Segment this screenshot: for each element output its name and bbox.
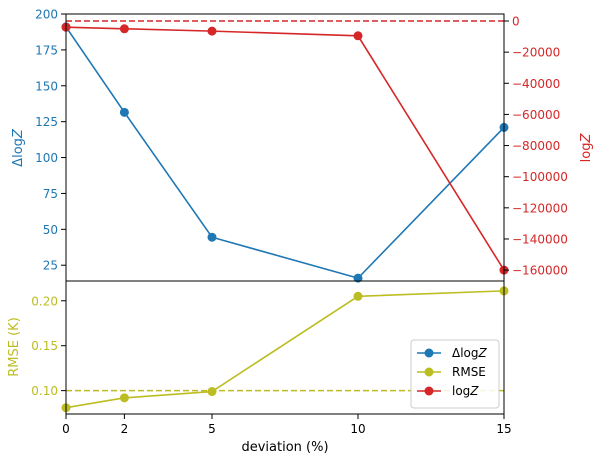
top-right-axis-label-prefix: log (579, 143, 594, 163)
bottom-panel-left-ticks: 0.10 0.15 0.20 (31, 294, 66, 398)
data-point-logz (119, 24, 129, 34)
bottom-left-axis-label: RMSE (K) (7, 317, 22, 377)
x-tick-label: 0 (62, 422, 70, 436)
data-point-dlogz (207, 232, 217, 242)
data-point-rmse (119, 393, 129, 403)
top-panel-right-ticks: 0 −20000 −40000 −60000 −80000 −100000 −120000 −… (504, 15, 568, 278)
legend-label-italic: Z (469, 384, 479, 398)
data-point-rmse (353, 291, 363, 301)
legend-label-prefix: log (452, 384, 470, 398)
legend: ΔlogZ RMSE logZ (410, 339, 500, 409)
y-right-tick-label: −60000 (512, 108, 560, 122)
bottom-panel-x-ticks: 0 2 5 10 15 (62, 414, 512, 436)
y-tick-label: 150 (35, 79, 58, 93)
top-panel-series (61, 22, 509, 283)
y-tick-label: 0.20 (31, 294, 58, 308)
legend-swatch-marker (424, 367, 434, 377)
data-point-rmse (207, 387, 217, 397)
data-point-logz (207, 26, 217, 36)
x-tick-label: 2 (121, 422, 129, 436)
y-right-tick-label: −140000 (512, 232, 568, 246)
top-right-axis-label-italic: Z (579, 133, 594, 144)
y-tick-label: 75 (43, 187, 58, 201)
legend-entry-dlogz: ΔlogZ (417, 346, 488, 360)
x-axis-label: deviation (%) (241, 440, 328, 455)
legend-label-prefix: Δlog (452, 346, 479, 360)
y-tick-label: 0.10 (31, 384, 58, 398)
data-point-logz (353, 31, 363, 41)
x-tick-label: 10 (350, 422, 365, 436)
legend-entry-rmse: RMSE (417, 365, 486, 379)
legend-swatch-marker (424, 386, 434, 396)
y-tick-label: 100 (35, 151, 58, 165)
legend-swatch-marker (424, 348, 434, 358)
legend-label: ΔlogZ (452, 346, 488, 360)
top-left-axis-label: ΔlogZ (11, 128, 26, 167)
bottom-panel-frame (65, 280, 505, 415)
legend-label-italic: Z (478, 346, 488, 360)
y-right-tick-label: −100000 (512, 170, 568, 184)
y-tick-label: 50 (43, 223, 58, 237)
data-point-dlogz (119, 107, 129, 117)
legend-label-prefix: RMSE (452, 365, 486, 379)
legend-label: RMSE (452, 365, 486, 379)
legend-entry-logz: logZ (417, 384, 479, 398)
x-tick-label: 5 (208, 422, 216, 436)
top-left-axis-label-prefix: Δlog (11, 138, 26, 167)
top-right-axis-label: logZ (579, 133, 594, 163)
y-right-tick-label: −160000 (512, 264, 568, 278)
top-panel-left-ticks: 25 50 75 100 125 150 175 200 (35, 8, 66, 273)
y-tick-label: 25 (43, 259, 58, 273)
data-point-dlogz (353, 273, 363, 283)
y-tick-label: 200 (35, 8, 58, 22)
y-right-tick-label: 0 (512, 15, 520, 29)
legend-label: logZ (452, 384, 479, 398)
x-tick-label: 15 (496, 422, 511, 436)
y-tick-label: 175 (35, 43, 58, 57)
y-tick-label: 0.15 (31, 339, 58, 353)
y-tick-label: 125 (35, 115, 58, 129)
y-right-tick-label: −40000 (512, 77, 560, 91)
y-right-tick-label: −120000 (512, 201, 568, 215)
top-left-axis-label-italic: Z (11, 128, 26, 139)
y-right-tick-label: −80000 (512, 139, 560, 153)
y-right-tick-label: −20000 (512, 46, 560, 60)
